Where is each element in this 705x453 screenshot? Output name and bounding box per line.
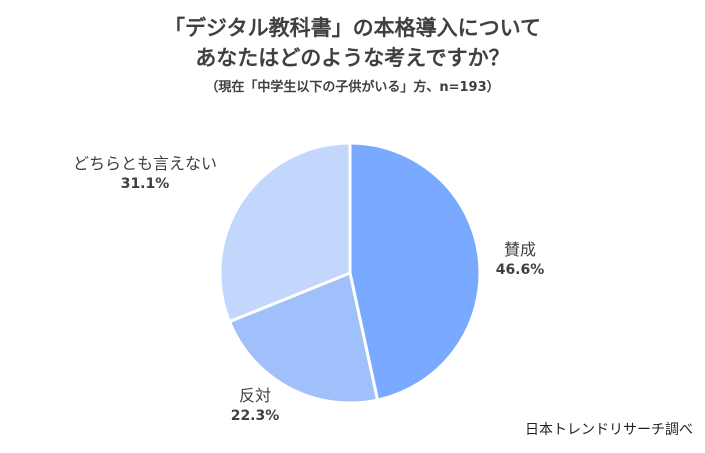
label-agree: 賛成 46.6% bbox=[480, 236, 560, 278]
pie-slice-neutral bbox=[218, 141, 352, 324]
label-agree-value: 46.6% bbox=[495, 262, 545, 278]
label-oppose-value: 22.3% bbox=[230, 408, 280, 424]
label-oppose-name: 反対 bbox=[238, 386, 271, 405]
label-neutral-name: どちらとも言えない bbox=[72, 154, 217, 173]
label-oppose: 反対 22.3% bbox=[220, 382, 290, 424]
label-neutral: どちらとも言えない 31.1% bbox=[60, 150, 230, 192]
source-credit: 日本トレンドリサーチ調べ bbox=[525, 422, 693, 438]
label-agree-name: 賛成 bbox=[503, 240, 536, 259]
chart-title-line1: 「デジタル教科書」の本格導入について bbox=[164, 16, 541, 40]
chart-subtitle: （現在「中学生以下の子供がいる」方、n=193） bbox=[205, 80, 500, 95]
pie-slice-agree bbox=[348, 141, 482, 402]
chart-title-line2: あなたはどのような考えですか？ bbox=[195, 46, 510, 70]
pie-slice-oppose bbox=[227, 270, 380, 405]
label-neutral-value: 31.1% bbox=[120, 176, 170, 192]
